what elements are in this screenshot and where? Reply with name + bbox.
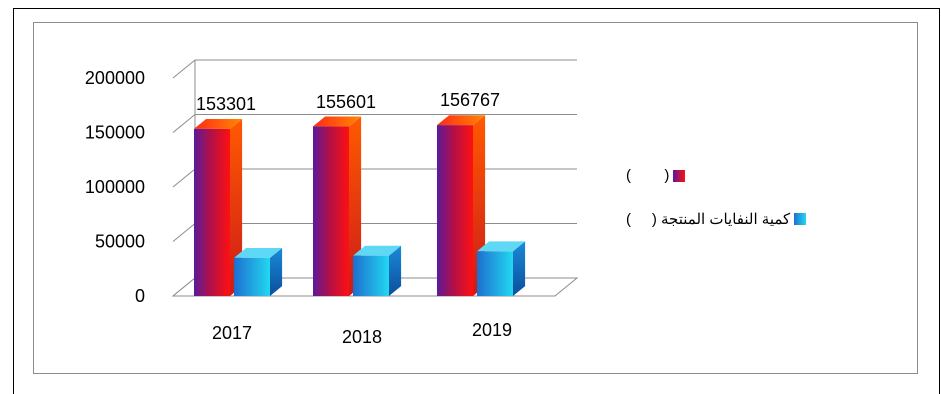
x-tick-label-2018: 2018 xyxy=(342,327,382,347)
gridline-slant xyxy=(172,168,196,188)
bar-series2-2017 xyxy=(234,247,283,296)
bar-series1-2018 xyxy=(313,116,362,297)
bar-series2-2018-front xyxy=(353,255,389,296)
bar-series1-2018-side xyxy=(349,116,362,297)
y-tick-label: 0 xyxy=(135,286,145,306)
bar-series2-2018-side xyxy=(389,245,402,296)
bar-series2-2017-side xyxy=(270,247,283,296)
bar-series1-2017-top xyxy=(194,119,243,129)
gridlines xyxy=(172,59,577,242)
legend-label-1: ( ) xyxy=(626,167,670,184)
bars xyxy=(194,115,526,297)
bar-series2-2017-front xyxy=(234,257,270,296)
y-tick-label: 50000 xyxy=(95,232,145,252)
y-axis: 0 50000 100000 150000 200000 xyxy=(85,68,145,306)
x-tick-label-2019: 2019 xyxy=(472,320,512,340)
bar-series1-2017-side xyxy=(230,119,243,296)
bar-series2-2019-side xyxy=(513,241,526,296)
legend-item-2: كمية النفايات المنتجة ( ) xyxy=(626,210,807,228)
data-labels: 153301 155601 156767 xyxy=(196,90,500,114)
legend-item-1: ( ) xyxy=(626,167,686,184)
bar-series2-2019 xyxy=(477,241,526,296)
y-tick-label: 100000 xyxy=(85,177,145,197)
bar-series2-2017-top xyxy=(234,247,283,258)
legend-label-2: كمية النفايات المنتجة ( ) xyxy=(626,211,791,228)
legend-swatch-2 xyxy=(794,213,807,225)
gridline-slant xyxy=(172,223,196,242)
bar-series1-2019-top xyxy=(437,115,486,126)
bar-series1-2017 xyxy=(194,119,243,296)
x-axis: 2017 2018 2019 xyxy=(212,320,512,347)
bar-series1-2018-top xyxy=(313,116,362,127)
bar-series1-2017-front xyxy=(194,128,230,296)
bar-series2-2018 xyxy=(353,245,402,296)
gridline-slant xyxy=(172,59,196,79)
bar-series2-2019-top xyxy=(477,241,526,252)
data-label-2017: 153301 xyxy=(196,94,256,114)
y-tick-label: 200000 xyxy=(85,68,145,88)
x-tick-label-2017: 2017 xyxy=(212,323,252,343)
data-label-2018: 155601 xyxy=(316,92,376,112)
legend-swatch-1 xyxy=(673,169,686,182)
gridline-slant xyxy=(172,114,196,133)
document-border xyxy=(13,8,940,394)
bar-series1-2018-front xyxy=(313,126,349,296)
bar-series1-2019-front xyxy=(437,125,473,297)
data-label-2019: 156767 xyxy=(440,90,500,110)
bar-series2-2018-top xyxy=(353,245,402,256)
y-tick-label: 150000 xyxy=(85,123,145,143)
bar-series2-2019-front xyxy=(477,251,513,296)
